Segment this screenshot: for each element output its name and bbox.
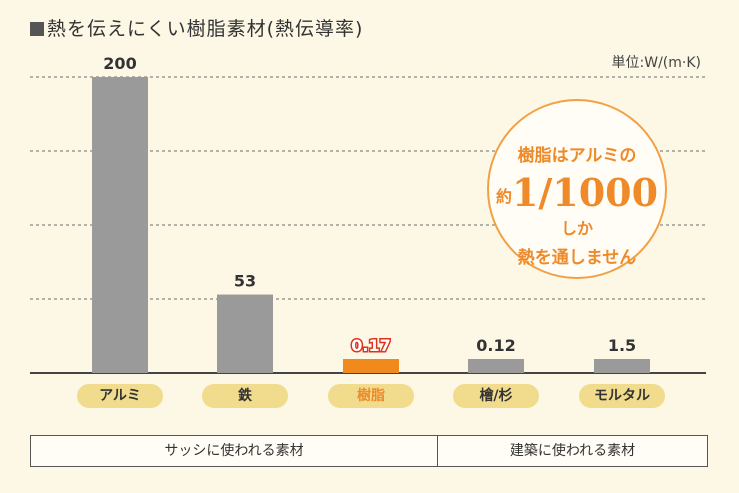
group-table: サッシに使われる素材 建築に使われる素材 (30, 435, 708, 467)
category-label-1: 鉄 (202, 384, 288, 408)
category-label-0: アルミ (77, 384, 163, 408)
chart-title: 熱を伝えにくい樹脂素材(熱伝導率) (30, 14, 363, 41)
unit-label: 単位:W/(m·K) (611, 55, 701, 71)
value-label-3: 0.12 (476, 336, 515, 355)
value-label-0: 200 (103, 54, 136, 73)
callout-line1: 樹脂はアルミの (517, 146, 637, 166)
value-label-2: 0.17 (351, 336, 390, 355)
callout-line2: 約1/1000 しか (489, 170, 665, 239)
callout-suffix: しか (560, 219, 593, 238)
bar-0 (92, 77, 148, 373)
category-label-2: 樹脂 (328, 384, 414, 408)
value-label-1: 53 (234, 272, 256, 291)
value-label-4: 1.5 (608, 336, 636, 355)
category-label-4: モルタル (579, 384, 665, 408)
callout-circle: 樹脂はアルミの 約1/1000 しか 熱を通しません (487, 99, 667, 279)
chart-title-text: 熱を伝えにくい樹脂素材(熱伝導率) (47, 18, 364, 40)
bar-2 (343, 359, 399, 373)
bar-3 (468, 359, 524, 373)
bar-4 (594, 359, 650, 373)
callout-ratio: 1/1000 (511, 170, 659, 215)
callout-line3: 熱を通しません (517, 248, 637, 268)
group-building: 建築に使われる素材 (509, 443, 636, 459)
bar-1 (217, 294, 273, 373)
callout-prefix: 約 (495, 187, 512, 206)
group-sash: サッシに使われる素材 (31, 436, 438, 466)
square-bullet-icon (30, 22, 44, 36)
category-label-3: 檜/杉 (453, 384, 539, 408)
